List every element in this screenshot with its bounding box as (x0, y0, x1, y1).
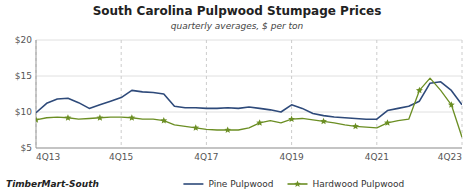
x-grid-line (462, 40, 463, 148)
series-marker (224, 126, 231, 133)
grid (36, 40, 462, 148)
annotation: TimberMart-South (6, 179, 99, 189)
series-marker (65, 114, 72, 121)
legend-label: Pine Pulpwood (208, 179, 273, 189)
x-tick-label: 4Q19 (279, 152, 304, 162)
series-marker (192, 124, 199, 131)
x-grid-line (291, 40, 292, 148)
y-grid-line (36, 76, 462, 77)
series-marker (416, 87, 423, 94)
legend-item: Pine Pulpwood (183, 179, 273, 189)
y-tick-label: $15 (15, 71, 32, 81)
y-tick-label: $20 (15, 35, 32, 45)
x-axis (36, 148, 462, 149)
series-marker (128, 114, 135, 121)
series-marker (96, 114, 103, 121)
legend-label: Hardwood Pulpwood (313, 179, 405, 189)
legend: Pine Pulpwood Hardwood Pulpwood (183, 179, 404, 189)
x-grid-line (376, 40, 377, 148)
y-grid-line (36, 148, 462, 149)
series-marker (384, 119, 391, 126)
series-marker (36, 116, 39, 123)
x-tick-label: 4Q21 (365, 152, 389, 162)
y-grid-line (36, 112, 462, 113)
title: South Carolina Pulpwood Stumpage Prices (93, 4, 382, 18)
series-marker (448, 101, 455, 108)
series-line (36, 82, 462, 119)
y-axis (36, 40, 37, 148)
y-tick-label: $10 (15, 107, 32, 117)
x-tick-label: 4Q13 (36, 152, 60, 162)
x-grid-line (121, 40, 122, 148)
x-tick-label: 4Q17 (194, 152, 218, 162)
series-marker (320, 118, 327, 125)
legend-marker (294, 180, 301, 187)
legend-swatch (183, 183, 203, 185)
x-tick-label: 4Q23 (438, 152, 462, 162)
chart: South Carolina Pulpwood Stumpage Prices q… (0, 0, 474, 195)
series-line (36, 78, 462, 137)
series-marker (256, 119, 263, 126)
series-marker (288, 116, 295, 123)
y-tick-label: $5 (21, 143, 32, 153)
plot-area (36, 78, 462, 137)
x-tick-label: 4Q15 (109, 152, 133, 162)
x-grid-line (206, 40, 207, 148)
y-grid-line (36, 40, 462, 41)
x-grid-line (36, 40, 37, 148)
legend-item: Hardwood Pulpwood (288, 179, 405, 189)
series-marker (160, 117, 167, 124)
series-marker (352, 123, 359, 130)
subtitle: quarterly averages, $ per ton (171, 21, 304, 31)
